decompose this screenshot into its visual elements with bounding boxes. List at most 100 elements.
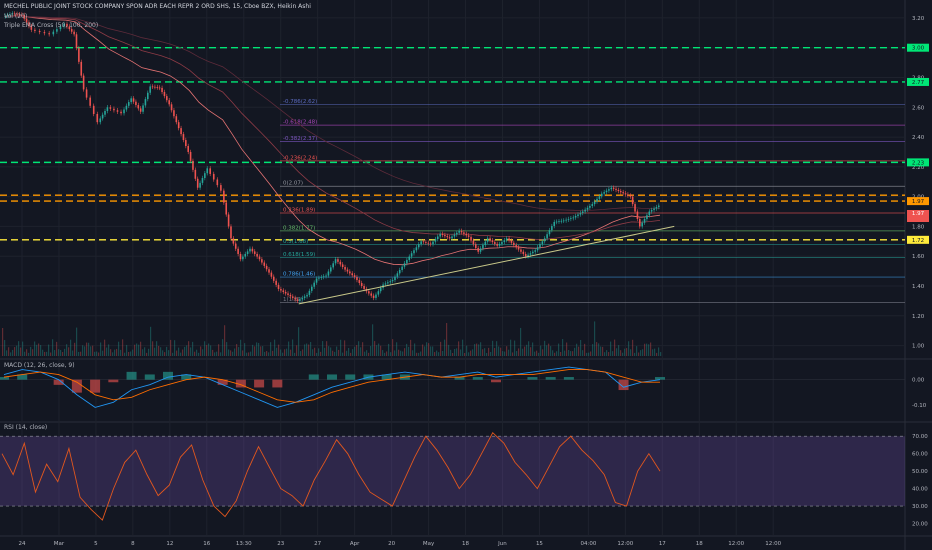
volume-bar [104, 339, 106, 356]
macd-histogram-bar [126, 371, 137, 380]
candle-body [282, 290, 285, 292]
volume-bar [526, 344, 528, 356]
volume-bar [280, 349, 282, 356]
price-tick-label: 1.00 [912, 344, 925, 350]
volume-bar [34, 341, 36, 356]
volume-bar [162, 350, 164, 356]
volume-bar [98, 352, 100, 356]
volume-bar [406, 343, 408, 356]
ema-indicator-label[interactable]: Triple EMA Cross (50, 100, 200) [4, 22, 99, 29]
volume-bar [460, 349, 462, 356]
candle-body [558, 221, 560, 223]
volume-bar [170, 339, 172, 356]
volume-bar [266, 351, 268, 356]
fib-level-label: -0.236(2.24) [283, 155, 317, 161]
volume-bar [476, 343, 478, 356]
x-tick-label: 18 [462, 541, 469, 547]
candle-body [553, 221, 556, 227]
volume-bar [134, 344, 136, 356]
candle-body [655, 207, 658, 209]
volume-bar [436, 350, 438, 356]
rsi-tick-label: 70.00 [912, 434, 928, 440]
candle-body [291, 296, 294, 298]
trendline [298, 225, 675, 305]
volume-bar [546, 345, 548, 356]
volume-bar [328, 346, 330, 356]
volume-bar [198, 352, 200, 356]
candle-body [638, 218, 641, 227]
volume-bar [30, 346, 32, 356]
volume-bar [504, 351, 506, 356]
candle-body [113, 108, 115, 111]
volume-bar [62, 352, 64, 356]
volume-bar [242, 350, 244, 356]
rsi-indicator-label[interactable]: RSI (14, close) [4, 424, 48, 431]
candle-body [168, 100, 170, 105]
volume-bar [84, 346, 86, 356]
macd-pane[interactable] [0, 366, 905, 408]
price-tick-label: 1.60 [912, 254, 925, 260]
volume-bar [92, 345, 94, 356]
volume-bar [338, 349, 340, 356]
volume-bar [572, 351, 574, 356]
price-pane[interactable]: -0.786(2.62) -0.618(2.48) -0.382(2.37) -0.2… [0, 11, 905, 356]
macd-histogram-bar [90, 379, 101, 393]
volume-bar [86, 342, 88, 356]
volume-bar [606, 350, 608, 356]
volume-bar [250, 351, 252, 356]
volume-bar [26, 349, 28, 356]
candle-body [166, 96, 168, 101]
volume-bar [240, 339, 242, 356]
volume-bar [332, 350, 334, 356]
candle-body [142, 105, 144, 112]
volume-bar [102, 350, 104, 356]
candle-body [151, 86, 154, 88]
candle-body [498, 243, 501, 246]
volume-bar [448, 344, 450, 356]
volume-bar [100, 342, 102, 356]
volume-bar [414, 343, 416, 356]
volume-bar [630, 349, 632, 356]
volume-bar [398, 349, 400, 356]
candle-body [510, 240, 513, 243]
macd-line [3, 366, 661, 408]
candle-body [306, 294, 308, 297]
volume-bar [312, 349, 314, 356]
volume-bar [204, 341, 206, 356]
volume-bar [654, 348, 656, 356]
candle-body [463, 232, 465, 234]
macd-histogram-bar [618, 379, 629, 391]
macd-indicator-label[interactable]: MACD (12, 26, close, 9) [4, 362, 75, 369]
volume-bar [90, 346, 92, 356]
volume-bar [168, 350, 170, 356]
candle-body [567, 218, 570, 220]
candle-body [446, 236, 449, 238]
rsi-pane[interactable] [0, 431, 905, 521]
volume-bar [58, 349, 60, 356]
candle-body [75, 34, 78, 49]
candle-body [139, 108, 142, 112]
candle-body [199, 182, 201, 188]
candle-body [341, 264, 344, 268]
volume-bar [166, 346, 168, 356]
candle-body [610, 187, 613, 190]
x-tick-label: 20 [388, 541, 395, 547]
volume-bar [48, 344, 50, 356]
candle-body [78, 48, 80, 62]
volume-indicator-label[interactable]: Vol (20) [4, 13, 28, 20]
candle-body [301, 297, 304, 300]
volume-bar [72, 350, 74, 356]
candle-body [598, 196, 601, 199]
candle-body [270, 272, 273, 277]
volume-bar [6, 350, 8, 356]
candle-body [629, 195, 632, 197]
candle-body [612, 187, 615, 189]
candle-body [59, 26, 62, 30]
volume-bar [474, 344, 476, 356]
volume-bar [214, 352, 216, 356]
volume-bar [558, 343, 560, 356]
volume-bar [470, 350, 472, 356]
volume-bar [290, 349, 292, 356]
candle-body [185, 140, 187, 146]
candle-body [284, 291, 287, 294]
